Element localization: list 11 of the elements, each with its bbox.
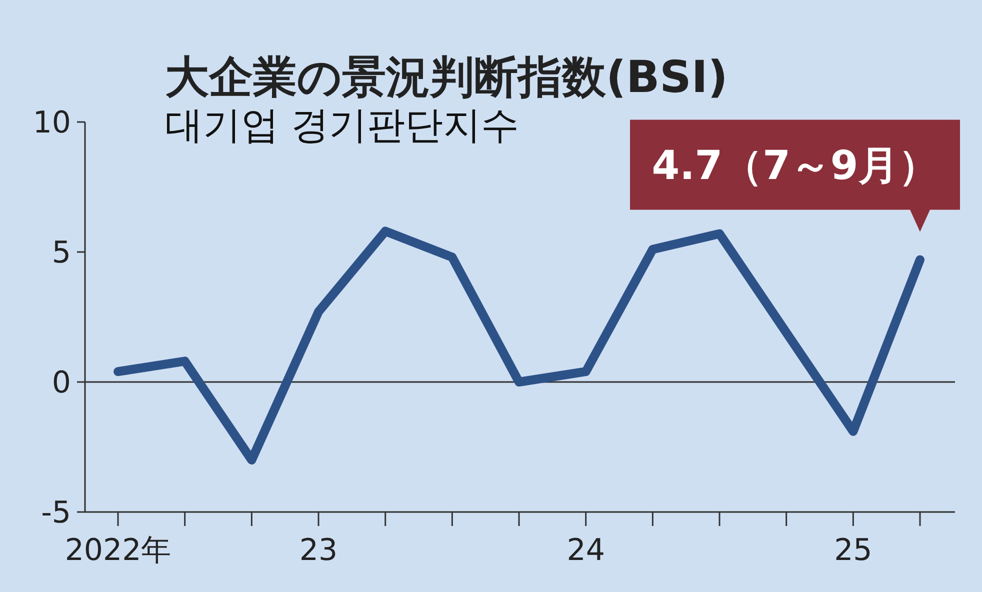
y-tick-label: -5 (41, 496, 71, 530)
x-tick-label: 2022年 (64, 533, 172, 568)
y-tick-label: 10 (32, 106, 71, 140)
x-tick-label: 25 (834, 533, 872, 568)
x-tick-label: 24 (566, 533, 605, 568)
chart-subtitle: 대기업 경기판단지수 (165, 103, 520, 147)
y-tick-label: 0 (52, 366, 71, 400)
annotation: 4.7（7～9月） (652, 142, 938, 189)
chart-title: 大企業の景況判断指数(BSI) (165, 52, 728, 103)
x-tick-label: 23 (299, 533, 338, 568)
y-tick-label: 5 (52, 236, 71, 270)
